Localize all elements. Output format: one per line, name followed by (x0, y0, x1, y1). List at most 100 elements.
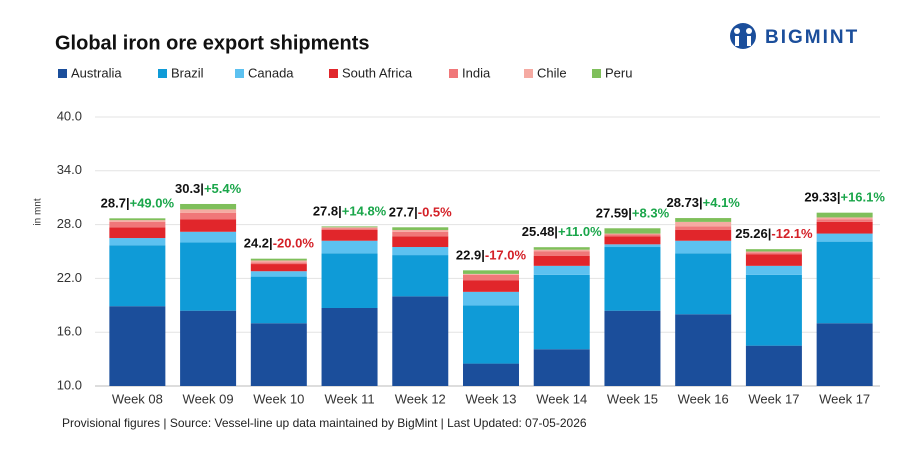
y-tick-label: 22.0 (57, 270, 82, 285)
legend-label: Canada (248, 65, 294, 80)
bar-segment (392, 231, 449, 237)
total-annotation: 25.26|-12.1% (735, 227, 813, 242)
bar-segment (180, 203, 237, 210)
bar-segment (109, 238, 166, 246)
legend-label: Brazil (171, 65, 204, 80)
x-tick-label: Week 17 (748, 391, 799, 406)
x-tick-label: Week 11 (324, 391, 374, 406)
y-tick-label: 16.0 (57, 324, 82, 339)
bar-segment (321, 240, 378, 254)
x-tick-label: Week 17 (819, 391, 870, 406)
bar-segment (109, 227, 166, 239)
x-tick-label: Week 15 (607, 391, 658, 406)
change-label: +8.3% (632, 206, 670, 221)
bar-segment (250, 323, 307, 386)
y-tick-label: 34.0 (57, 162, 82, 177)
bar-segment (180, 242, 237, 311)
change-label: +16.1% (840, 190, 885, 205)
bar-segment (463, 363, 519, 386)
bar-segment (675, 314, 732, 386)
bar-segment (604, 310, 661, 386)
total-annotation: 27.7|-0.5% (389, 205, 452, 220)
bar-segment (463, 274, 519, 281)
total-annotation: 28.7|+49.0% (101, 196, 175, 211)
total-label: 27.8| (313, 204, 342, 219)
bar-segment (533, 349, 590, 386)
total-annotation: 22.9|-17.0% (456, 248, 527, 263)
total-label: 29.33| (804, 190, 840, 205)
bar-segment (745, 252, 802, 255)
bar-segment (745, 265, 802, 275)
bar-segment (675, 226, 732, 230)
change-label: -12.1% (771, 227, 813, 242)
x-tick-label: Week 09 (183, 391, 234, 406)
legend-swatch (592, 69, 601, 78)
bar-segment (321, 228, 378, 230)
total-annotation: 27.8|+14.8% (313, 204, 387, 219)
total-annotation: 30.3|+5.4% (175, 181, 242, 196)
bar-segment (109, 220, 166, 222)
change-label: -20.0% (273, 236, 315, 251)
x-tick-label: Week 13 (465, 391, 516, 406)
legend-label: Peru (605, 65, 632, 80)
legend-label: Chile (537, 65, 567, 80)
legend-label: Australia (71, 65, 122, 80)
total-label: 25.48| (522, 225, 558, 240)
total-label: 22.9| (456, 248, 485, 263)
bar-segment (816, 217, 873, 220)
bar-segment (533, 249, 590, 252)
total-label: 28.73| (666, 195, 702, 210)
logo-text: BIGMINT (765, 27, 859, 48)
bar-segment (250, 276, 307, 324)
bar-segment (604, 228, 661, 234)
legend-label: India (462, 65, 491, 80)
bar-segment (109, 218, 166, 221)
bar-segment (109, 306, 166, 386)
bar-segment (250, 271, 307, 277)
bar-segment (533, 255, 590, 266)
bar-segment (675, 253, 732, 315)
change-label: +49.0% (130, 196, 175, 211)
bar-segment (321, 307, 378, 386)
change-label: +5.4% (204, 181, 242, 196)
total-annotation: 29.33|+16.1% (804, 190, 885, 205)
bar-segment (675, 229, 732, 241)
bar-segment (533, 251, 590, 256)
bar-segment (816, 221, 873, 234)
x-tick-label: Week 10 (253, 391, 304, 406)
x-tick-label: Week 08 (112, 391, 163, 406)
change-label: +11.0% (558, 225, 602, 240)
logo: BIGMINT (730, 23, 859, 49)
bar-segment (816, 219, 873, 222)
x-tick-label: Week 12 (395, 391, 446, 406)
y-tick-label: 10.0 (57, 377, 82, 392)
y-tick-label: 28.0 (57, 216, 82, 231)
total-label: 25.26| (735, 227, 771, 242)
legend-swatch (235, 69, 244, 78)
total-label: 24.2| (244, 236, 273, 251)
x-tick-label: Week 16 (678, 391, 729, 406)
bar-segment (604, 247, 661, 311)
bar-segment (533, 265, 590, 275)
bar-segment (745, 254, 802, 266)
change-label: +4.1% (703, 195, 741, 210)
bar-segment (321, 229, 378, 241)
bar-segment (604, 233, 661, 235)
total-annotation: 24.2|-20.0% (244, 236, 315, 251)
bar-segment (745, 345, 802, 386)
total-annotation: 25.48|+11.0% (522, 225, 602, 240)
bar-segment (816, 233, 873, 242)
bar-segment (816, 241, 873, 324)
total-label: 27.7| (389, 205, 418, 220)
bar-segment (180, 310, 237, 386)
total-label: 30.3| (175, 181, 204, 196)
legend-swatch (329, 69, 338, 78)
total-annotation: 27.59|+8.3% (596, 206, 670, 221)
bar-segment (816, 323, 873, 386)
legend-swatch (58, 69, 67, 78)
y-tick-label: 40.0 (57, 108, 82, 123)
bar-segment (392, 227, 449, 230)
total-label: 28.7| (101, 196, 130, 211)
bar-segment (816, 212, 873, 218)
